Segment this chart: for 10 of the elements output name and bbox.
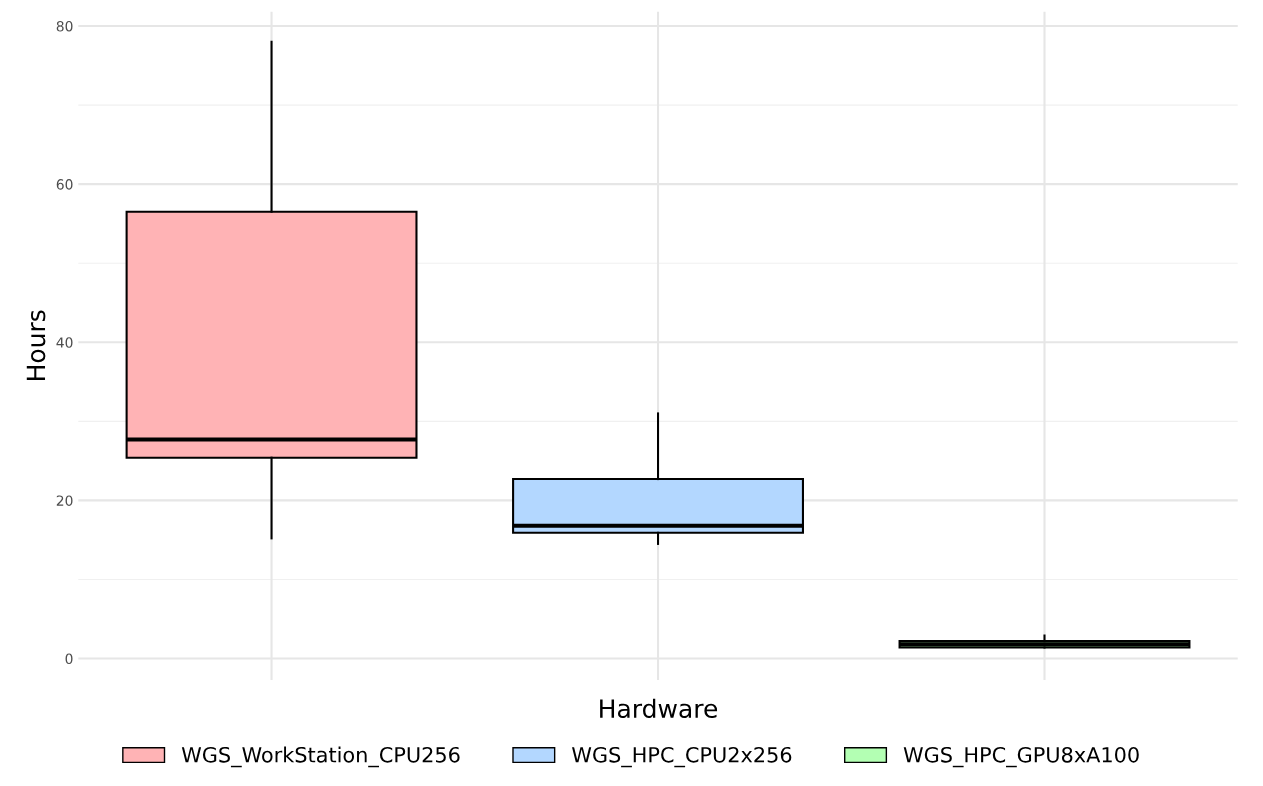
y-tick-label: 80 (56, 20, 73, 32)
legend-label: WGS_WorkStation_CPU256 (181, 746, 460, 768)
legend-label: WGS_HPC_CPU2x256 (572, 746, 792, 768)
y-tick-label: 0 (65, 653, 73, 665)
legend-label: WGS_HPC_GPU8xA100 (903, 746, 1139, 768)
x-axis-title: Hardware (600, 698, 718, 718)
y-tick-label: 20 (56, 495, 73, 506)
y-tick-label: 60 (56, 179, 73, 190)
y-axis-title: Hours (26, 310, 46, 381)
y-tick-label: 40 (56, 337, 73, 348)
